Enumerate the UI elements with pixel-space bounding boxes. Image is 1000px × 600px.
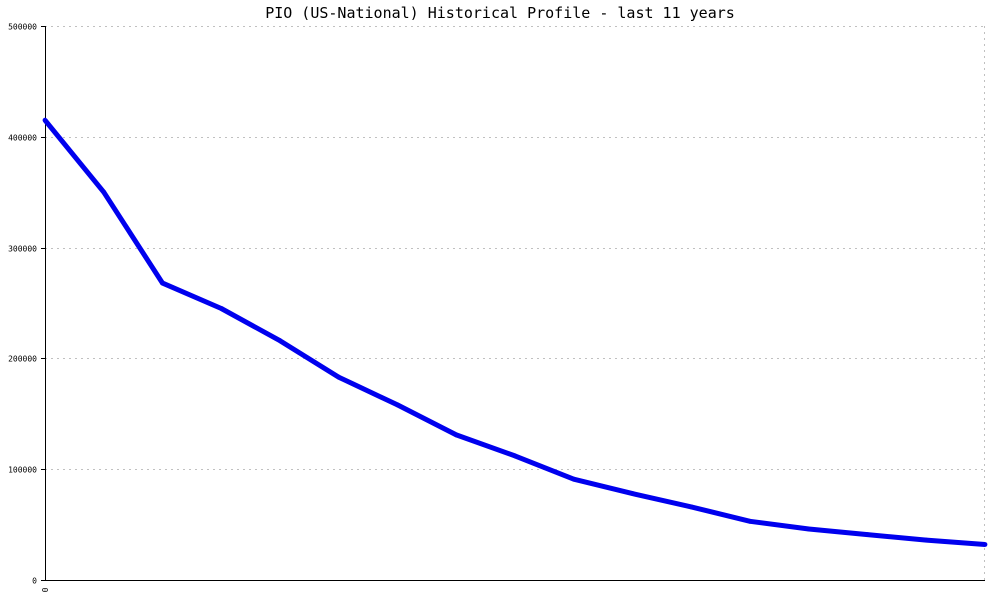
data-point-0-2 bbox=[160, 280, 165, 286]
y-tick-label-0: 0 bbox=[32, 577, 37, 586]
y-tick-label-5: 500000 bbox=[8, 23, 37, 32]
data-point-0-3 bbox=[218, 306, 224, 311]
data-point-0-16 bbox=[982, 542, 988, 547]
data-point-0-9 bbox=[571, 476, 577, 482]
series-layer bbox=[42, 117, 988, 547]
data-point-0-5 bbox=[336, 374, 342, 380]
y-tick-label-1: 100000 bbox=[8, 466, 37, 475]
data-point-0-7 bbox=[453, 432, 459, 438]
chart-title: PIO (US-National) Historical Profile - l… bbox=[265, 4, 735, 22]
tick-labels: 0 100000 200000 300000 400000 500000 0 bbox=[8, 23, 50, 593]
data-point-0-4 bbox=[277, 338, 283, 344]
data-point-0-10 bbox=[630, 491, 635, 496]
data-point-0-6 bbox=[395, 402, 400, 408]
data-point-0-1 bbox=[101, 189, 107, 195]
data-point-0-0 bbox=[42, 117, 48, 123]
data-point-0-15 bbox=[923, 537, 929, 543]
axis-layer bbox=[41, 26, 985, 581]
data-point-0-12 bbox=[747, 518, 753, 524]
data-point-0-13 bbox=[806, 526, 812, 532]
y-tick-label-2: 200000 bbox=[8, 355, 37, 364]
data-point-0-11 bbox=[688, 504, 694, 510]
grid-layer bbox=[45, 26, 985, 580]
data-point-0-14 bbox=[865, 532, 870, 537]
series-line-0 bbox=[43, 118, 986, 547]
y-tick-label-3: 300000 bbox=[8, 245, 37, 254]
data-point-0-8 bbox=[512, 453, 518, 459]
y-tick-label-4: 400000 bbox=[8, 134, 37, 143]
x-tick-label-0: 0 bbox=[41, 587, 50, 592]
